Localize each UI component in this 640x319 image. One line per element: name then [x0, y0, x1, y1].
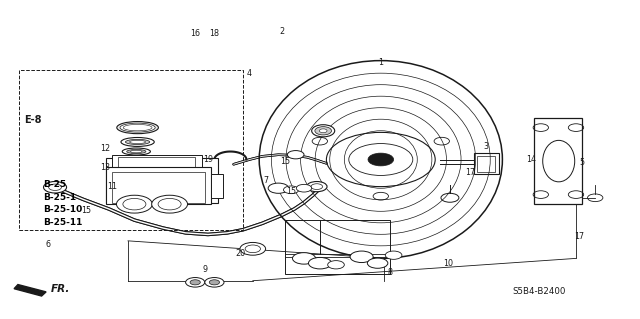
- Bar: [112, 172, 205, 203]
- Text: 9: 9: [202, 265, 207, 274]
- Circle shape: [205, 278, 224, 287]
- Bar: [285, 220, 390, 274]
- Ellipse shape: [129, 140, 146, 144]
- Text: 20: 20: [235, 249, 245, 258]
- Circle shape: [368, 153, 394, 166]
- Text: 8: 8: [388, 268, 393, 277]
- Bar: [112, 155, 202, 169]
- Circle shape: [287, 151, 304, 159]
- Polygon shape: [14, 285, 46, 296]
- Ellipse shape: [121, 137, 154, 146]
- Bar: [474, 153, 499, 174]
- Circle shape: [190, 280, 200, 285]
- Ellipse shape: [122, 148, 150, 155]
- Circle shape: [209, 280, 220, 285]
- Text: S5B4-B2400: S5B4-B2400: [512, 287, 565, 296]
- Bar: [118, 157, 195, 167]
- Text: 18: 18: [209, 29, 220, 38]
- Text: 2: 2: [279, 27, 284, 36]
- Ellipse shape: [116, 122, 159, 134]
- Text: 13: 13: [100, 163, 111, 172]
- Text: 4: 4: [247, 69, 252, 78]
- Circle shape: [186, 278, 205, 287]
- Text: B-25
B-25-1
B-25-10
B-25-11: B-25 B-25-1 B-25-10 B-25-11: [44, 180, 83, 227]
- Text: FR.: FR.: [51, 284, 70, 294]
- Bar: [106, 167, 211, 204]
- Ellipse shape: [319, 129, 327, 133]
- Text: 17: 17: [465, 168, 476, 177]
- Text: 11: 11: [107, 182, 117, 191]
- Circle shape: [284, 186, 299, 194]
- Text: 1: 1: [378, 58, 383, 67]
- Text: 7: 7: [263, 176, 268, 185]
- Text: 15: 15: [81, 206, 92, 215]
- Bar: [477, 156, 495, 172]
- Text: 5: 5: [580, 158, 585, 167]
- Text: 17: 17: [574, 232, 584, 241]
- Circle shape: [350, 251, 373, 263]
- Circle shape: [308, 257, 332, 269]
- Circle shape: [385, 251, 402, 259]
- Ellipse shape: [131, 150, 142, 153]
- Text: 15: 15: [280, 157, 290, 166]
- Ellipse shape: [120, 123, 155, 132]
- Ellipse shape: [312, 125, 335, 137]
- Circle shape: [292, 253, 316, 264]
- Text: 10: 10: [443, 259, 453, 268]
- Ellipse shape: [127, 149, 146, 154]
- Ellipse shape: [125, 139, 150, 145]
- Text: 15: 15: [286, 187, 296, 196]
- Text: 3: 3: [484, 142, 489, 151]
- Bar: [106, 158, 218, 203]
- Text: E-8: E-8: [24, 115, 42, 125]
- Bar: [211, 174, 223, 198]
- Circle shape: [152, 195, 188, 213]
- Circle shape: [296, 184, 312, 192]
- Text: 16: 16: [190, 29, 200, 38]
- Circle shape: [44, 182, 67, 193]
- Text: 19: 19: [203, 155, 213, 164]
- Bar: [534, 118, 582, 204]
- Circle shape: [268, 183, 289, 193]
- Circle shape: [116, 195, 152, 213]
- Text: 12: 12: [100, 144, 111, 153]
- Circle shape: [328, 261, 344, 269]
- Circle shape: [307, 182, 327, 192]
- Circle shape: [367, 258, 388, 268]
- Ellipse shape: [315, 127, 332, 135]
- Circle shape: [240, 242, 266, 255]
- Text: 6: 6: [45, 240, 51, 249]
- Text: 14: 14: [526, 155, 536, 164]
